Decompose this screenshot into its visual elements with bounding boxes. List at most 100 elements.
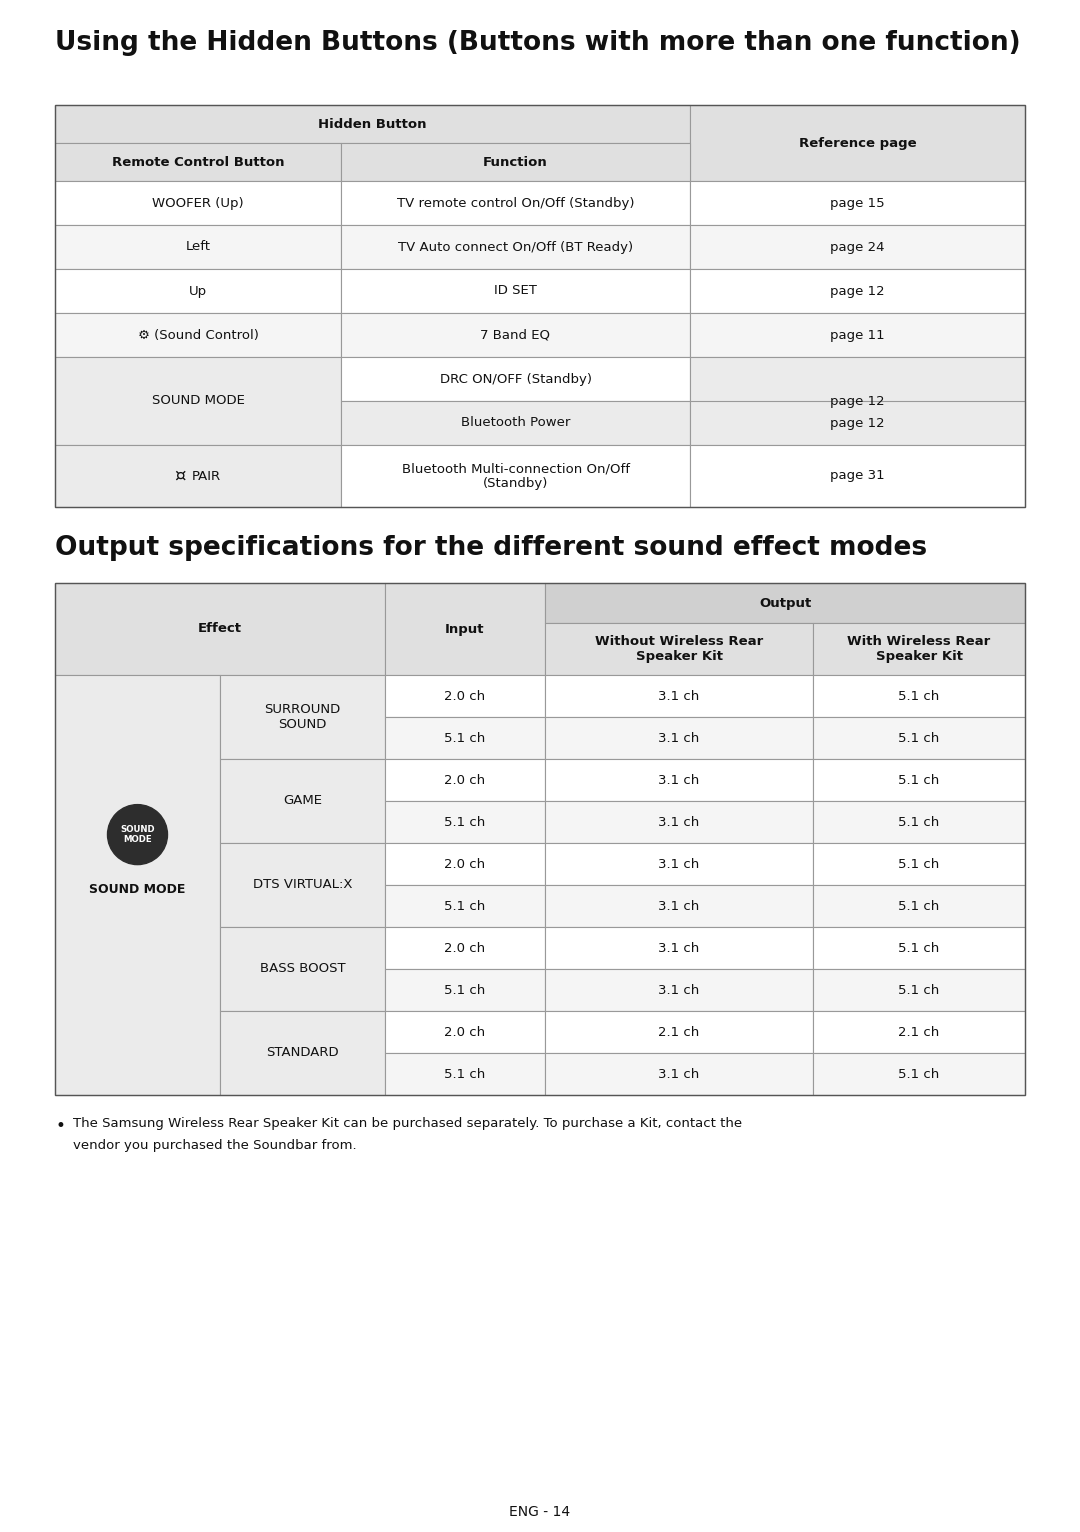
Bar [545,885,813,927]
Bar [55,270,341,313]
Bar [813,717,1025,758]
Text: page 24: page 24 [831,241,885,253]
Text: 2.1 ch: 2.1 ch [899,1025,940,1039]
Bar [55,225,341,270]
Bar [341,270,690,313]
Bar [55,676,220,1095]
Bar [813,970,1025,1011]
Text: 7 Band EQ: 7 Band EQ [481,328,551,342]
Text: 3.1 ch: 3.1 ch [659,731,700,745]
Text: Effect: Effect [198,622,242,636]
Bar [384,885,545,927]
Bar [545,584,1025,624]
Bar [813,676,1025,717]
Text: 2.0 ch: 2.0 ch [445,858,486,870]
Text: 5.1 ch: 5.1 ch [899,774,940,786]
Text: ⚙ (Sound Control): ⚙ (Sound Control) [137,328,258,342]
Text: Without Wireless Rear
Speaker Kit: Without Wireless Rear Speaker Kit [595,634,764,663]
Bar [813,801,1025,843]
Text: page 31: page 31 [831,469,885,483]
Bar [55,106,690,142]
Bar [55,357,341,444]
Text: ¤: ¤ [174,467,186,486]
Bar [220,927,384,1011]
Bar [545,676,813,717]
Bar [220,843,384,927]
Bar [384,758,545,801]
Bar [220,1011,384,1095]
Text: 3.1 ch: 3.1 ch [659,858,700,870]
Circle shape [108,804,167,864]
Bar [813,843,1025,885]
Bar [690,401,1025,444]
Text: page 12: page 12 [831,285,885,297]
Text: SURROUND
SOUND: SURROUND SOUND [265,703,340,731]
Bar [220,758,384,843]
Text: 5.1 ch: 5.1 ch [899,689,940,703]
Bar [813,885,1025,927]
Text: page 12: page 12 [831,417,885,429]
Bar [545,1011,813,1052]
Bar [690,313,1025,357]
Text: 5.1 ch: 5.1 ch [444,984,486,996]
Text: Remote Control Button: Remote Control Button [111,156,284,169]
Text: PAIR: PAIR [191,469,220,483]
Bar [384,1011,545,1052]
Text: 3.1 ch: 3.1 ch [659,1068,700,1080]
Text: page 12: page 12 [831,395,885,408]
Bar [545,624,813,676]
Text: 3.1 ch: 3.1 ch [659,689,700,703]
Text: Output specifications for the different sound effect modes: Output specifications for the different … [55,535,927,561]
Text: 3.1 ch: 3.1 ch [659,774,700,786]
Text: BASS BOOST: BASS BOOST [259,962,346,976]
Bar [55,181,341,225]
Bar [55,142,341,181]
Text: 3.1 ch: 3.1 ch [659,984,700,996]
Text: Reference page: Reference page [799,136,916,150]
Bar [341,444,690,507]
Text: DRC ON/OFF (Standby): DRC ON/OFF (Standby) [440,372,592,386]
Text: Bluetooth Multi-connection On/Off
(Standby): Bluetooth Multi-connection On/Off (Stand… [402,463,630,490]
Text: 5.1 ch: 5.1 ch [899,815,940,829]
Text: 3.1 ch: 3.1 ch [659,899,700,913]
Bar [341,181,690,225]
Bar [384,676,545,717]
Bar [341,225,690,270]
Bar [384,801,545,843]
Bar [813,1052,1025,1095]
Bar [384,927,545,970]
Text: Function: Function [483,156,548,169]
Text: page 15: page 15 [831,196,885,210]
Bar [545,758,813,801]
Bar [384,843,545,885]
Bar [545,717,813,758]
Bar [341,357,690,401]
Text: page 11: page 11 [831,328,885,342]
Text: 2.0 ch: 2.0 ch [445,942,486,954]
Text: With Wireless Rear
Speaker Kit: With Wireless Rear Speaker Kit [848,634,990,663]
Text: Input: Input [445,622,485,636]
Text: TV remote control On/Off (Standby): TV remote control On/Off (Standby) [396,196,634,210]
Bar [545,843,813,885]
Text: SOUND MODE: SOUND MODE [151,395,244,408]
Bar [813,624,1025,676]
Text: 5.1 ch: 5.1 ch [899,984,940,996]
Bar [690,181,1025,225]
Bar [813,927,1025,970]
Text: 5.1 ch: 5.1 ch [444,1068,486,1080]
Bar [813,758,1025,801]
Text: DTS VIRTUAL:X: DTS VIRTUAL:X [253,878,352,892]
Bar [55,584,1025,1095]
Text: ENG - 14: ENG - 14 [510,1504,570,1520]
Bar [55,106,1025,507]
Bar [341,401,690,444]
Text: Output: Output [759,596,811,610]
Text: GAME: GAME [283,795,322,807]
Bar [341,142,690,181]
Text: •: • [55,1117,65,1135]
Text: Bluetooth Power: Bluetooth Power [461,417,570,429]
Text: Up: Up [189,285,207,297]
Text: Hidden Button: Hidden Button [319,118,427,130]
Text: 2.0 ch: 2.0 ch [445,1025,486,1039]
Text: 2.0 ch: 2.0 ch [445,774,486,786]
